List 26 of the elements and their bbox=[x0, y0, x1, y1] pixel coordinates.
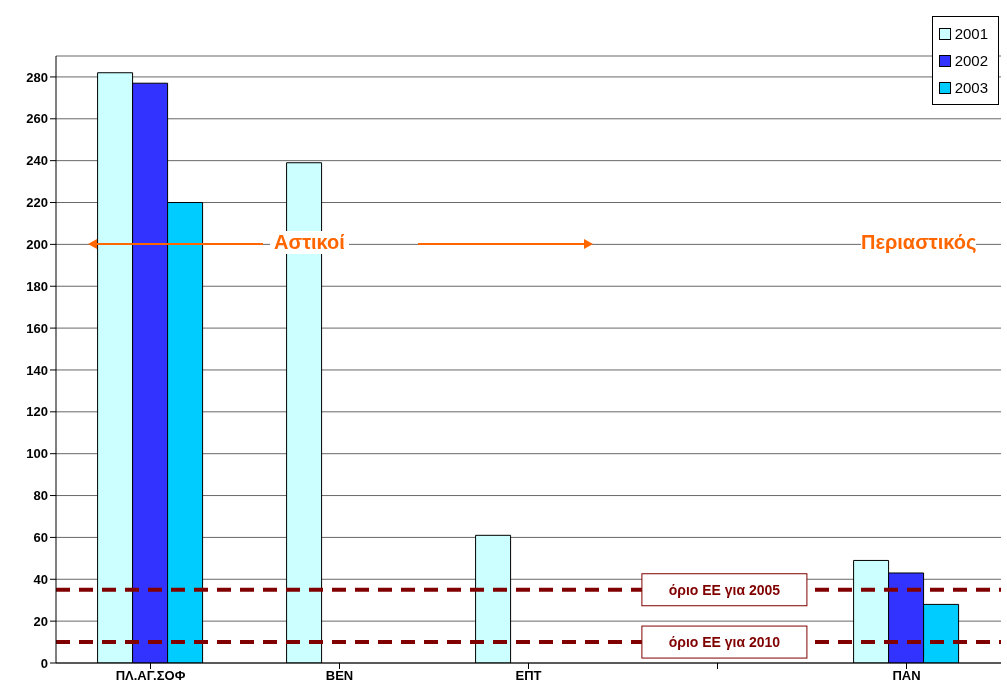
y-tick-label: 280 bbox=[26, 69, 48, 85]
y-tick-label: 260 bbox=[26, 111, 48, 127]
y-tick-label: 20 bbox=[33, 613, 48, 629]
y-tick-label: 40 bbox=[33, 571, 48, 587]
ref-line-label: όριο ΕΕ για 2010 bbox=[668, 634, 781, 651]
y-tick-label: 0 bbox=[40, 655, 48, 671]
legend-label: 2003 bbox=[954, 79, 988, 96]
y-tick-label: 180 bbox=[26, 278, 48, 294]
y-tick-label: 220 bbox=[26, 195, 48, 211]
x-tick-label: ΠΛ.ΑΓ.ΣΟΦ bbox=[115, 668, 186, 684]
y-tick-label: 80 bbox=[33, 488, 48, 504]
ref-line-label: όριο ΕΕ για 2005 bbox=[668, 581, 781, 598]
legend-label: 2002 bbox=[954, 52, 988, 69]
y-tick-label: 120 bbox=[26, 404, 48, 420]
legend-label: 2001 bbox=[954, 25, 988, 42]
y-tick-label: 200 bbox=[26, 236, 48, 252]
y-tick-label: 240 bbox=[26, 153, 48, 169]
x-tick-label: ΠΑΝ bbox=[892, 668, 921, 684]
annotation: Περιαστικός bbox=[861, 231, 977, 255]
x-tick-label: ΕΠΤ bbox=[515, 668, 542, 684]
y-tick-label: 160 bbox=[26, 320, 48, 336]
y-tick-label: 60 bbox=[33, 530, 48, 546]
x-tick-label: BEN bbox=[325, 668, 354, 684]
y-tick-label: 140 bbox=[26, 362, 48, 378]
y-tick-label: 100 bbox=[26, 446, 48, 462]
annotation: Αστικοί bbox=[270, 231, 349, 255]
